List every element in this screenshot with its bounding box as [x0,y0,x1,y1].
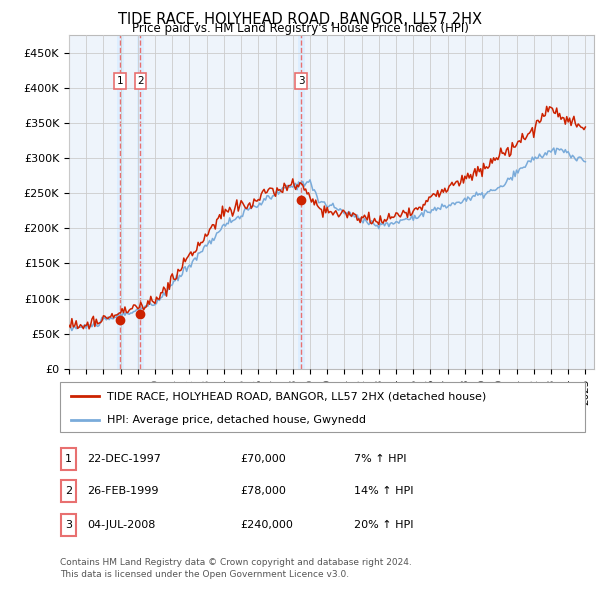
Text: 2: 2 [65,486,72,496]
Bar [137,35,144,369]
Text: HPI: Average price, detached house, Gwynedd: HPI: Average price, detached house, Gwyn… [107,415,366,425]
Text: £78,000: £78,000 [240,486,286,496]
Text: 1: 1 [117,76,124,86]
Bar [116,35,124,369]
Text: Price paid vs. HM Land Registry's House Price Index (HPI): Price paid vs. HM Land Registry's House … [131,22,469,35]
FancyBboxPatch shape [61,514,76,536]
Text: 3: 3 [298,76,305,86]
FancyBboxPatch shape [61,448,76,470]
Text: 20% ↑ HPI: 20% ↑ HPI [354,520,413,530]
Text: Contains HM Land Registry data © Crown copyright and database right 2024.
This d: Contains HM Land Registry data © Crown c… [60,558,412,579]
FancyBboxPatch shape [60,382,585,432]
Text: 7% ↑ HPI: 7% ↑ HPI [354,454,407,464]
Text: 14% ↑ HPI: 14% ↑ HPI [354,486,413,496]
Text: 3: 3 [65,520,72,530]
Text: £240,000: £240,000 [240,520,293,530]
Text: 04-JUL-2008: 04-JUL-2008 [87,520,155,530]
Text: 1: 1 [65,454,72,464]
Text: 26-FEB-1999: 26-FEB-1999 [87,486,158,496]
Text: £70,000: £70,000 [240,454,286,464]
Bar [298,35,305,369]
Text: TIDE RACE, HOLYHEAD ROAD, BANGOR, LL57 2HX: TIDE RACE, HOLYHEAD ROAD, BANGOR, LL57 2… [118,12,482,27]
Text: 22-DEC-1997: 22-DEC-1997 [87,454,161,464]
FancyBboxPatch shape [61,480,76,502]
Text: TIDE RACE, HOLYHEAD ROAD, BANGOR, LL57 2HX (detached house): TIDE RACE, HOLYHEAD ROAD, BANGOR, LL57 2… [107,391,487,401]
Text: 2: 2 [137,76,144,86]
